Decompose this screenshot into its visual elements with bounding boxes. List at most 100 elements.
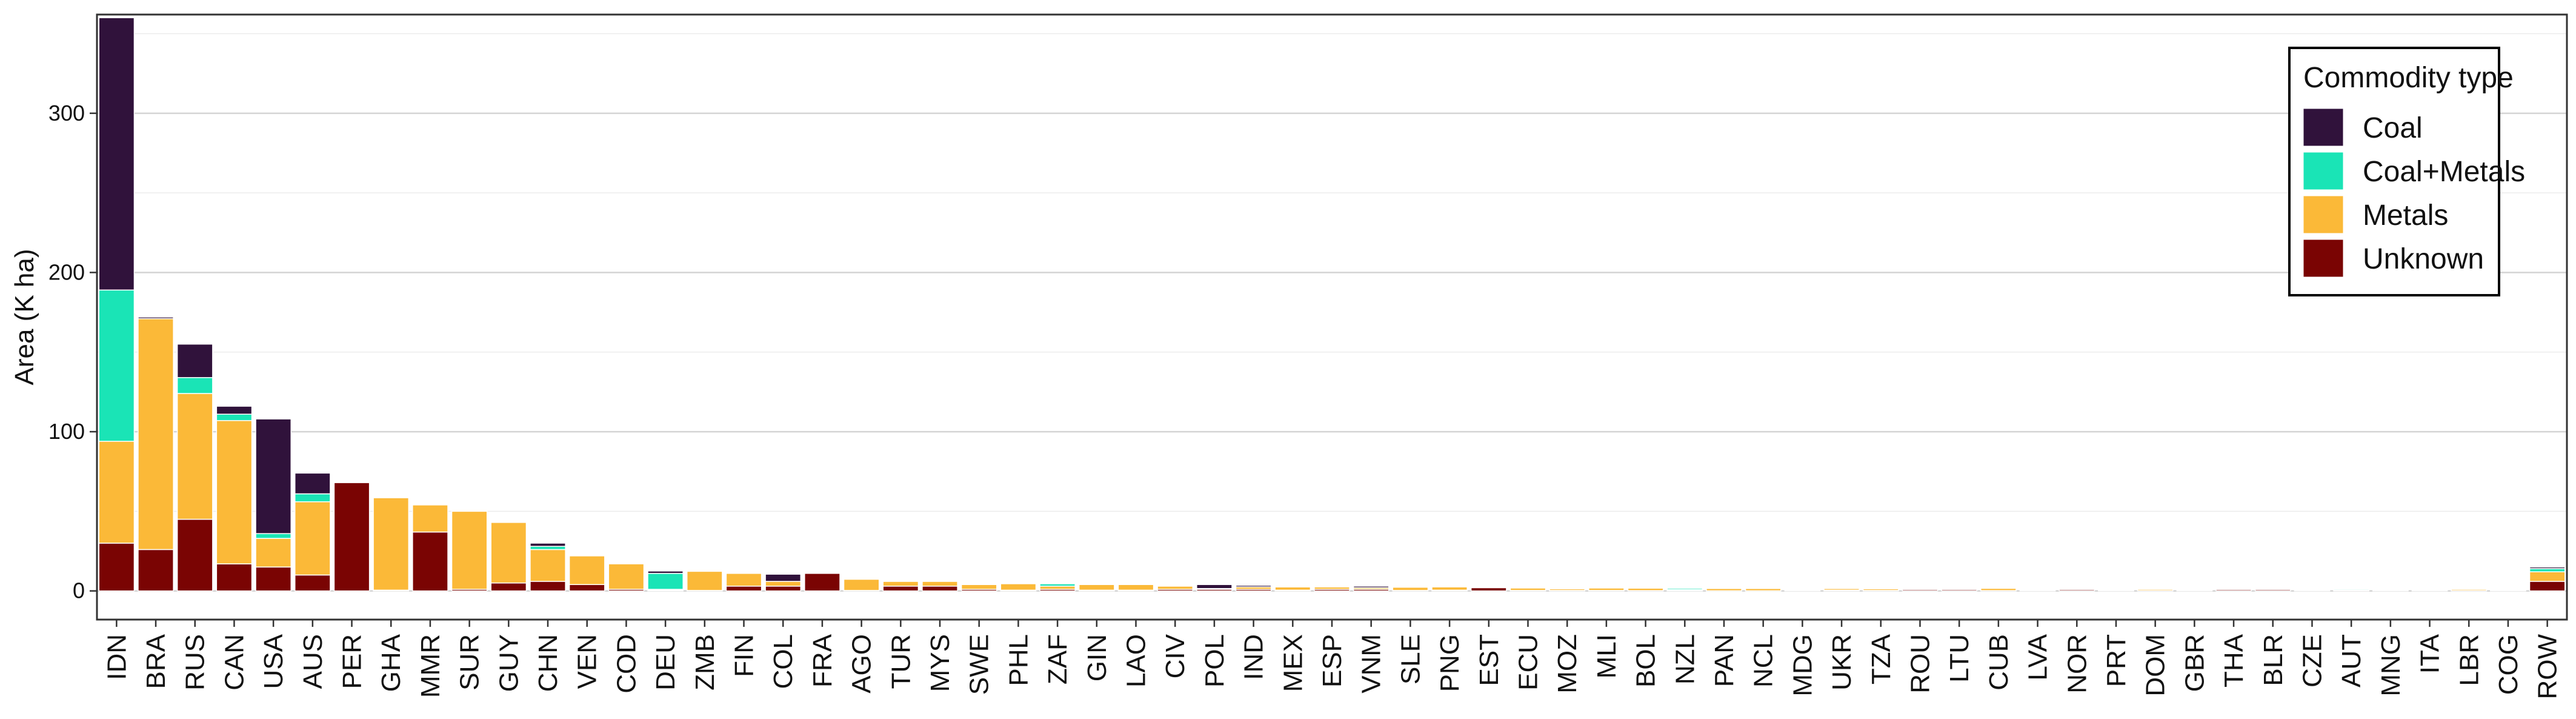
x-tick-label: POL — [1200, 634, 1230, 687]
bar-segment-metals — [1588, 587, 1625, 591]
bar-segment-metals — [725, 573, 762, 587]
x-tick-label: FRA — [808, 634, 837, 687]
bar-segment-metals — [1078, 584, 1115, 591]
bar-stack-prt — [2098, 589, 2134, 592]
bar-stack-col — [765, 574, 802, 592]
bar-stack-dom — [2137, 589, 2174, 592]
legend: Commodity type Coal Coal+Metals Metals Unkn… — [2288, 47, 2525, 296]
bar-segment-coal-metals — [1549, 587, 1586, 590]
bar-segment-metals — [138, 318, 174, 550]
x-tick-label: PAN — [1709, 634, 1739, 687]
x-tick-label: VNM — [1357, 634, 1386, 694]
x-tick-label: BLR — [2258, 634, 2288, 686]
bar-stack-ltu — [1941, 588, 1978, 592]
y-tick-label: 0 — [73, 578, 85, 603]
bar-segment-coal — [765, 574, 802, 582]
x-tick-label: BOL — [1631, 634, 1661, 687]
bar-stack-sle — [1392, 586, 1429, 592]
x-tick-label: CIV — [1160, 634, 1190, 678]
x-tick-label: MMR — [416, 634, 445, 698]
bar-stack-moz — [1549, 587, 1586, 592]
bar-segment-coal — [1314, 586, 1350, 587]
x-tick-label: MNG — [2376, 634, 2406, 697]
x-tick-label: MLI — [1592, 634, 1622, 678]
bar-stack-blr — [2254, 588, 2291, 592]
bar-stack-aus — [294, 472, 331, 592]
bar-stack-cod — [608, 563, 645, 592]
bar-segment-coal — [1353, 586, 1390, 589]
bar-stack-can — [216, 406, 253, 592]
bar-segment-unknown — [2529, 581, 2566, 592]
x-tick-label: TZA — [1866, 634, 1896, 684]
bar-segment-coal-metals — [176, 377, 213, 394]
x-tick-label: ROU — [1905, 634, 1935, 694]
x-tick-label: GBR — [2180, 634, 2209, 692]
x-tick-label: SUR — [455, 634, 485, 691]
bar-stack-deu — [647, 570, 684, 592]
bar-stack-idn — [98, 17, 135, 592]
bar-stack-mex — [1274, 586, 1311, 592]
bar-stack-zaf — [1039, 582, 1076, 592]
legend-label: Unknown — [2363, 243, 2484, 275]
x-tick-label: ESP — [1317, 634, 1347, 687]
bar-segment-metals — [1509, 587, 1546, 591]
bar-segment-metals — [1980, 587, 2017, 591]
x-tick-label: NCL — [1749, 634, 1779, 687]
bar-segment-metals — [568, 555, 605, 585]
bar-stack-usa — [255, 418, 292, 592]
bar-segment-metals — [922, 581, 958, 587]
bar-segment-coal — [2529, 566, 2566, 569]
bar-segment-coal — [530, 543, 566, 547]
x-axis: IDN BRA RUS CAN USA AUS PER GHA MMR SUR GUY CHN VEN C… — [102, 620, 2563, 700]
bar-segment-coal — [176, 343, 213, 378]
x-tick-label: LTU — [1945, 634, 1974, 683]
legend-label: Coal+Metals — [2363, 156, 2525, 188]
bar-segment-unknown — [98, 543, 135, 592]
x-tick-label: SWE — [965, 634, 994, 695]
bar-stack-tha — [2215, 588, 2252, 592]
bar-segment-metals — [686, 570, 723, 591]
bar-stack-row — [2529, 566, 2566, 592]
bar-stack-mdg — [1784, 588, 1821, 592]
bar-segment-metals — [216, 420, 253, 564]
bar-segment-metals — [490, 522, 527, 584]
x-tick-label: CHN — [533, 634, 563, 692]
x-tick-label: NOR — [2062, 634, 2092, 694]
bar-stack-pol — [1196, 584, 1233, 592]
bar-segment-coal-metals — [2176, 589, 2213, 590]
bar-segment-metals — [608, 563, 645, 590]
bar-stack-rou — [1902, 588, 1939, 592]
bar-segment-unknown — [1470, 587, 1507, 592]
x-tick-label: MDG — [1788, 634, 1817, 697]
bar-segment-coal-metals — [98, 289, 135, 442]
bar-stack-gbr — [2176, 589, 2213, 592]
x-tick-label: MYS — [925, 634, 955, 692]
bar-segment-coal-metals — [255, 533, 292, 539]
x-tick-label: ZAF — [1043, 634, 1073, 684]
bar-stack-lbr — [2451, 589, 2488, 592]
x-tick-label: UKR — [1827, 634, 1857, 691]
bar-segment-coal-metals — [530, 546, 566, 550]
x-tick-label: FIN — [730, 634, 759, 677]
bar-segment-unknown — [922, 586, 958, 592]
x-tick-label: VEN — [573, 634, 602, 689]
x-tick-label: PHL — [1003, 634, 1033, 686]
x-tick-label: RUS — [181, 634, 210, 691]
bar-segment-metals — [1039, 586, 1076, 590]
bar-segment-metals — [98, 441, 135, 544]
legend-label: Coal — [2363, 112, 2423, 144]
bar-segment-coal-metals — [216, 413, 253, 421]
x-tick-label: GUY — [494, 634, 524, 692]
bar-stack-esp — [1314, 586, 1350, 592]
x-tick-label: ZMB — [690, 634, 720, 691]
bar-segment-unknown — [333, 482, 370, 592]
bar-segment-metals — [882, 581, 919, 587]
legend-swatch-unknown — [2303, 239, 2344, 278]
bar-segment-metals — [765, 581, 802, 587]
bar-segment-unknown — [216, 563, 253, 592]
bar-segment-metals — [1627, 587, 1664, 591]
bar-segment-metals — [1431, 586, 1468, 591]
bar-segment-coal — [255, 418, 292, 534]
